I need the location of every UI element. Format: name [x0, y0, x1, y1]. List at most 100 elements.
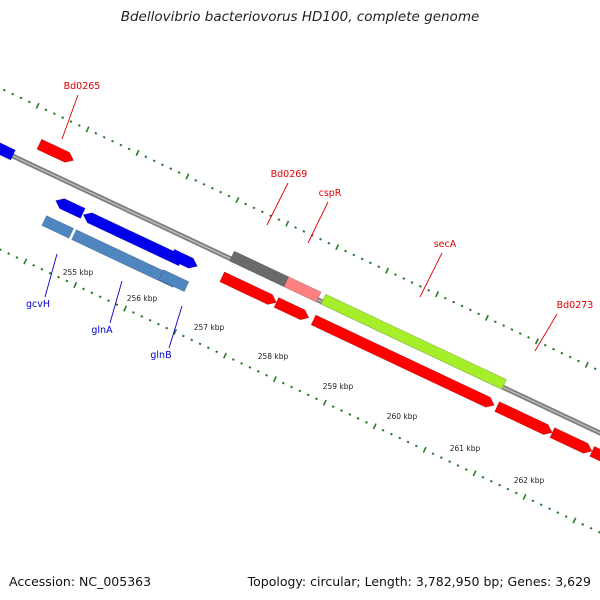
inner-tick — [156, 322, 160, 326]
outer-tick — [477, 312, 481, 316]
inner-tick — [331, 405, 335, 409]
inner-tick — [406, 440, 410, 444]
outer-tick — [227, 194, 231, 198]
inner-tick — [181, 334, 185, 338]
gene-red-4 — [494, 401, 553, 435]
inner-tick — [123, 305, 128, 312]
inner-tick — [222, 352, 227, 359]
outer-tick — [584, 361, 589, 368]
inner-tick — [82, 287, 85, 291]
gene-red-3 — [310, 314, 495, 408]
outer-tick — [52, 112, 56, 116]
inner-tick — [514, 491, 518, 495]
map-title: Bdellovibrio bacteriovorus HD100, comple… — [120, 9, 480, 25]
inner-tick — [0, 248, 2, 252]
gene-label-glnb: glnB — [150, 350, 171, 361]
outer-tick — [161, 163, 164, 167]
inner-tick — [206, 346, 210, 350]
outer-tick — [85, 126, 90, 133]
inner-tick — [539, 503, 543, 507]
kbp-tick-label: 262 kbp — [514, 476, 545, 485]
outer-tick — [169, 167, 173, 171]
inner-tick — [198, 342, 202, 346]
inner-tick — [340, 409, 343, 412]
inner-tick — [40, 267, 44, 271]
gene-glnB — [158, 269, 190, 292]
inner-tick — [389, 432, 393, 436]
inner-tick — [231, 358, 235, 361]
outer-tick — [552, 347, 555, 351]
kbp-tick-label: 261 kbp — [450, 444, 481, 453]
outer-tick — [194, 179, 198, 182]
kbp-tick-label: 258 kbp — [258, 352, 289, 361]
outer-tick — [410, 281, 414, 284]
kbp-tick-label: 256 kbp — [127, 294, 158, 303]
outer-tick — [35, 102, 40, 109]
outer-tick — [210, 186, 214, 190]
inner-tick — [498, 483, 501, 487]
inner-tick — [148, 318, 152, 322]
inner-tick — [556, 511, 560, 514]
outer-tick — [202, 182, 206, 186]
gene-blue-left — [0, 142, 16, 161]
callout-line-gcvh — [44, 253, 58, 298]
callout-line-bd0265 — [61, 94, 79, 140]
gene-cspR — [283, 276, 322, 303]
gene-label-cspr: cspR — [319, 188, 342, 199]
outer-tick — [177, 171, 181, 174]
outer-tick — [269, 214, 273, 218]
inner-tick — [464, 468, 468, 471]
outer-tick — [593, 367, 597, 371]
outer-tick — [493, 320, 497, 324]
gene-Bd0265 — [36, 138, 75, 163]
gene-label-glna: glnA — [91, 325, 113, 336]
outer-tick — [61, 116, 65, 119]
inner-tick — [422, 446, 427, 453]
outer-tick — [2, 88, 6, 92]
outer-tick — [352, 253, 356, 257]
gene-blue-tail — [169, 248, 198, 269]
outer-tick — [277, 218, 281, 222]
inner-tick — [381, 428, 385, 432]
inner-tick — [448, 460, 452, 463]
inner-tick — [140, 315, 144, 318]
gene-label-gcvh: gcvH — [26, 299, 50, 310]
outer-tick — [344, 249, 347, 253]
outer-tick — [77, 124, 81, 127]
inner-tick — [481, 475, 485, 479]
outer-tick — [527, 336, 530, 339]
inner-tick — [414, 444, 418, 448]
outer-tick — [402, 277, 406, 280]
outer-tick — [11, 92, 15, 96]
inner-tick — [298, 389, 302, 393]
outer-tick — [394, 273, 397, 276]
inner-tick — [548, 507, 551, 511]
outer-tick — [302, 230, 306, 233]
outer-tick — [219, 190, 223, 194]
inner-tick — [265, 373, 269, 377]
outer-tick — [260, 210, 264, 214]
outer-tick — [369, 261, 372, 265]
kbp-tick-label: 255 kbp — [63, 268, 94, 277]
inner-tick — [581, 523, 585, 526]
outer-tick — [111, 139, 114, 143]
gene-label-bd0269: Bd0269 — [271, 169, 308, 180]
outer-tick — [435, 291, 440, 298]
outer-tick — [135, 149, 140, 156]
gene-secA — [320, 293, 507, 390]
outer-tick — [502, 324, 506, 327]
callout-line-bd0269 — [266, 182, 289, 226]
inner-tick — [472, 470, 477, 477]
outer-tick — [185, 173, 190, 180]
gene-red-5 — [549, 427, 593, 454]
inner-tick — [248, 366, 252, 369]
inner-tick — [315, 397, 318, 401]
inner-tick — [372, 423, 377, 430]
gene-red-2 — [273, 297, 310, 321]
inner-tick — [256, 369, 260, 373]
outer-tick — [144, 155, 148, 159]
inner-tick — [572, 517, 577, 524]
inner-tick — [522, 493, 527, 500]
inner-tick — [115, 303, 119, 306]
gene-label-bd0273: Bd0273 — [557, 300, 594, 311]
